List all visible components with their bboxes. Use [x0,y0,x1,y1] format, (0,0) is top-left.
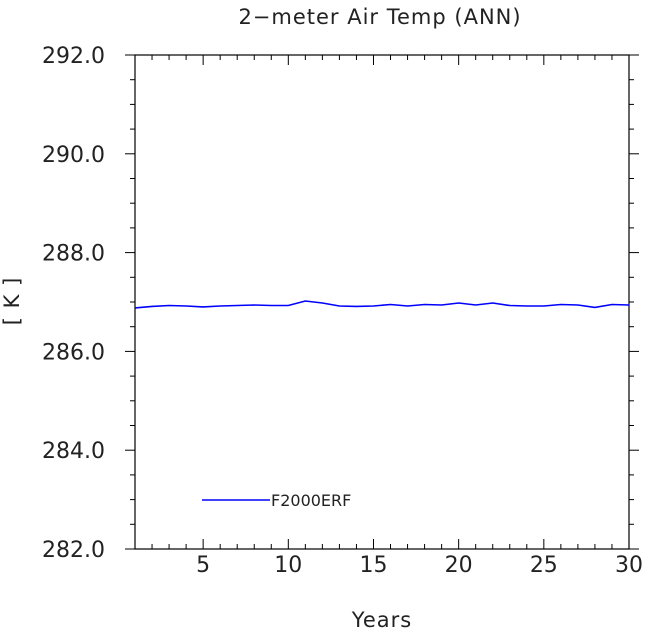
x-axis-title: Years [351,608,412,632]
y-tick-label: 284.0 [42,439,105,464]
plot-frame [134,54,630,550]
x-tick-label: 20 [445,553,473,578]
y-tick-label: 288.0 [42,242,105,267]
x-tick-label: 25 [530,553,558,578]
x-tick-label: 10 [274,553,302,578]
axis-ticks [125,54,639,550]
y-tick-label: 286.0 [42,340,105,365]
y-tick-label: 292.0 [42,44,105,69]
axis-tick-labels: 5 10 15 20 25 30 282.0 284.0 286.0 288.0 290.0 292.… [42,44,643,578]
series-line-f2000erf [134,300,630,309]
x-tick-label: 5 [196,553,210,578]
chart-title: 2−meter Air Temp (ANN) [238,5,521,29]
series-layer [134,300,630,309]
y-axis-title: [ K ] [0,277,24,326]
x-tick-label: 30 [615,553,643,578]
x-tick-label: 15 [359,553,387,578]
legend-label: F2000ERF [271,491,351,510]
y-tick-label: 282.0 [42,538,105,563]
y-tick-label: 290.0 [42,143,105,168]
legend: F2000ERF [202,491,351,510]
